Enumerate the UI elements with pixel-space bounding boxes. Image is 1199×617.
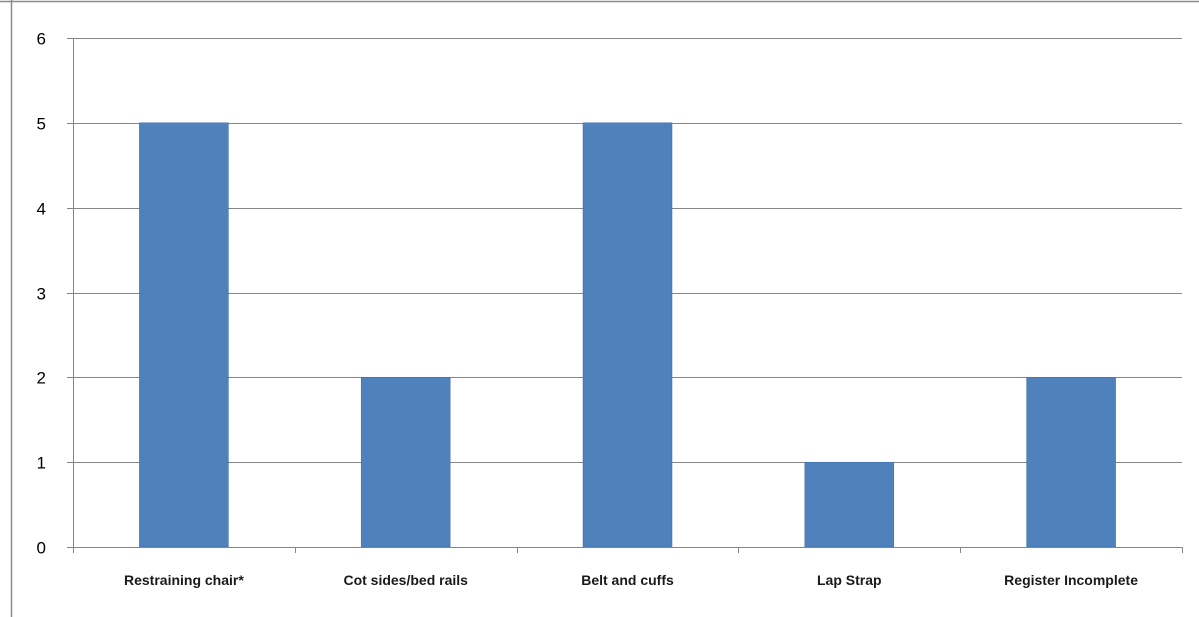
bars xyxy=(139,122,1116,548)
y-tick-label: 4 xyxy=(37,200,46,219)
y-tick-label: 2 xyxy=(37,369,46,388)
y-tick-label: 3 xyxy=(37,285,46,304)
x-tick-label: Register Incomplete xyxy=(1004,572,1138,588)
x-tick-labels: Restraining chair* Cot sides/bed rails Bel… xyxy=(124,572,1138,588)
y-tick-label: 6 xyxy=(37,30,46,49)
bar-1 xyxy=(139,122,229,548)
x-tick-label: Lap Strap xyxy=(817,572,882,588)
y-tick-labels: 0 1 2 3 4 5 6 xyxy=(37,30,46,558)
bar-5 xyxy=(1026,377,1116,548)
x-tick-label: Cot sides/bed rails xyxy=(343,572,468,588)
bar-3 xyxy=(582,122,673,548)
bar-4 xyxy=(804,461,895,548)
bar-2 xyxy=(360,377,451,548)
y-tick-label: 1 xyxy=(37,454,46,473)
y-tick-label: 5 xyxy=(37,115,46,134)
x-tick-label: Belt and cuffs xyxy=(581,572,674,588)
y-tick-label: 0 xyxy=(37,539,46,558)
x-tick-label: Restraining chair* xyxy=(124,572,244,588)
axes xyxy=(67,38,1183,553)
